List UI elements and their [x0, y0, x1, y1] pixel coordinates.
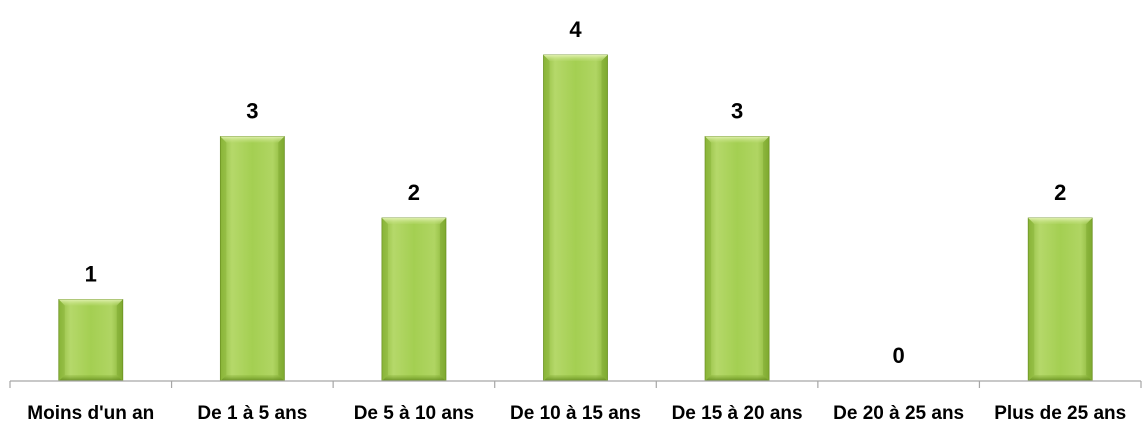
- x-tick-label: De 10 à 15 ans: [510, 403, 641, 424]
- value-labels-layer: 1 3 2 4 3 0 2: [85, 17, 1067, 368]
- bar-bevel-bottom: [543, 375, 608, 381]
- bar-bevel-top: [543, 55, 608, 61]
- x-tick-label: De 5 à 10 ans: [354, 403, 474, 424]
- x-tick-label: De 20 à 25 ans: [833, 403, 964, 424]
- x-axis: [9, 380, 1142, 388]
- bar-value-label: 1: [85, 262, 97, 287]
- x-tick-label: De 15 à 20 ans: [672, 403, 803, 424]
- bar: [1027, 217, 1093, 382]
- bar-bevel-bottom: [1028, 375, 1093, 381]
- bar-bevel-bottom: [381, 375, 446, 381]
- bar-bevel-left: [220, 136, 227, 381]
- x-tick-label: Moins d'un an: [27, 403, 154, 424]
- bar-body: [1027, 217, 1093, 382]
- bar-bevel-top: [381, 218, 446, 224]
- x-tick-label: De 1 à 5 ans: [197, 403, 307, 424]
- bar-value-label: 3: [731, 99, 743, 124]
- bar-bevel-right: [439, 218, 446, 381]
- bar-bevel-left: [543, 55, 550, 381]
- bar: [381, 217, 447, 382]
- bar: [704, 136, 770, 382]
- bars-layer: [58, 54, 1093, 382]
- bar-body: [381, 217, 447, 382]
- bar-bevel-left: [381, 218, 388, 381]
- bar-bevel-top: [220, 136, 285, 143]
- bar-bevel-bottom: [705, 375, 770, 381]
- bar: [543, 54, 608, 382]
- bar-bevel-right: [1086, 218, 1093, 381]
- bar-bevel-right: [116, 299, 123, 381]
- bar-body: [543, 54, 608, 382]
- bar-value-label: 3: [246, 99, 258, 124]
- bar: [58, 299, 124, 382]
- bar-value-label: 4: [569, 17, 582, 42]
- bar-value-label: 2: [1054, 180, 1066, 205]
- x-tick-label: Plus de 25 ans: [994, 403, 1126, 424]
- bar-bevel-right: [278, 136, 285, 381]
- bar-bevel-bottom: [58, 375, 123, 381]
- bar-bevel-right: [763, 136, 770, 381]
- bar-bevel-right: [601, 55, 608, 381]
- x-tick-labels: Moins d'un an De 1 à 5 ans De 5 à 10 ans De…: [27, 403, 1126, 424]
- bar-value-label: 2: [408, 180, 420, 205]
- bar-bevel-left: [1028, 218, 1035, 381]
- bar-bevel-top: [1028, 218, 1093, 224]
- bar-body: [704, 136, 770, 382]
- bar-body: [58, 299, 124, 382]
- bar-bevel-left: [58, 299, 65, 381]
- bar: [219, 136, 285, 382]
- bar-body: [219, 136, 285, 382]
- bar-bevel-top: [58, 299, 123, 306]
- bar-bevel-left: [705, 136, 712, 381]
- bar-bevel-top: [705, 136, 770, 143]
- bar-value-label: 0: [893, 343, 905, 368]
- bar-bevel-bottom: [220, 375, 285, 381]
